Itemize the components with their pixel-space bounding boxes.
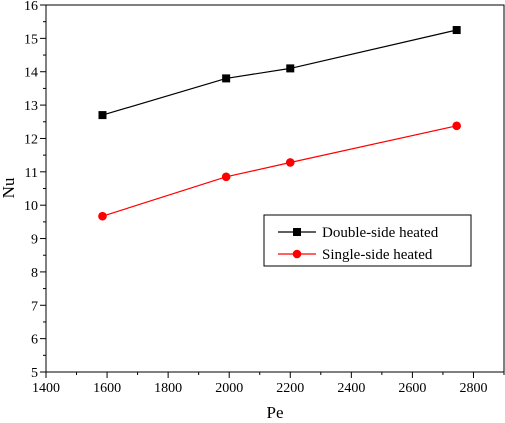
x-tick-label: 2000	[215, 381, 243, 396]
legend-marker-circle	[292, 249, 302, 259]
y-tick-label: 10	[24, 199, 38, 214]
y-tick-label: 8	[31, 266, 38, 281]
x-axis-ticks: 1400 1600 1800 2000 2200 2400 2600 2800	[32, 372, 505, 396]
series-line-1	[102, 125, 457, 217]
data-point-square	[286, 64, 295, 73]
x-axis-title: Pe	[267, 403, 284, 422]
y-tick-label: 14	[24, 66, 38, 81]
data-point-square	[222, 74, 231, 83]
legend-label-double: Double-side heated	[322, 225, 439, 241]
x-tick-label: 1800	[154, 381, 182, 396]
y-tick-label: 16	[24, 0, 38, 14]
x-tick-label: 2400	[337, 381, 365, 396]
x-tick-label: 2200	[276, 381, 304, 396]
y-axis-ticks: 5 6 7 8 9 10 11 12 13 14 15 16	[24, 0, 46, 381]
legend-label-single: Single-side heated	[322, 247, 433, 263]
data-point-circle	[98, 211, 107, 221]
y-tick-label: 11	[25, 166, 38, 181]
y-tick-label: 9	[31, 233, 38, 248]
series-layer	[98, 26, 461, 221]
x-tick-label: 1400	[32, 381, 60, 396]
legend-marker-square	[293, 228, 301, 236]
data-point-square	[98, 111, 107, 120]
data-point-circle	[452, 121, 461, 131]
plot-frame	[45, 4, 505, 373]
x-tick-label: 1600	[93, 381, 121, 396]
y-tick-label: 7	[31, 299, 38, 314]
y-tick-label: 5	[31, 366, 38, 381]
legend: Double-side heated Single-side heated	[263, 214, 472, 267]
y-tick-label: 15	[24, 32, 38, 47]
x-tick-label: 2800	[459, 381, 487, 396]
data-point-circle	[285, 158, 295, 167]
y-axis-title: Nu	[0, 177, 18, 198]
series-line-0	[102, 29, 457, 116]
y-tick-label: 12	[24, 132, 38, 147]
x-tick-label: 2600	[398, 381, 426, 396]
y-tick-label: 13	[24, 99, 38, 114]
data-point-circle	[221, 172, 231, 182]
y-tick-label: 6	[31, 333, 38, 348]
data-point-square	[452, 26, 461, 35]
